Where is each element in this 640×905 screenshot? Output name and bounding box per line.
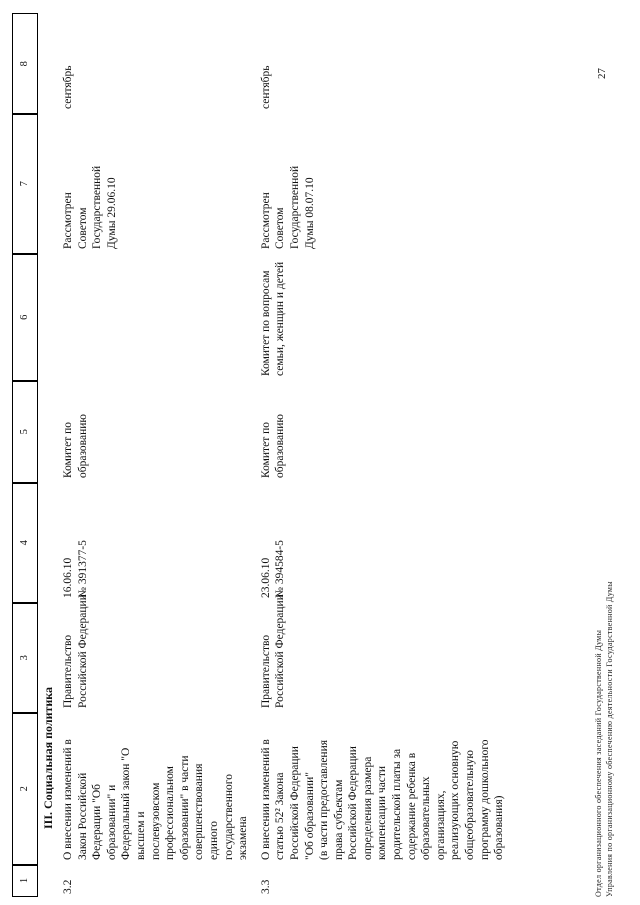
cell-co-committee: Комитет по вопросам семьи, женщин и дете… [259, 261, 287, 376]
cell-co-committee [59, 253, 257, 380]
cell-bill-title: О внесении изменений в статью 52² Закона… [259, 739, 506, 860]
column-number-header: 6 [12, 253, 38, 382]
column-number-header: 4 [12, 482, 38, 604]
page-number: 27 [596, 68, 608, 79]
cell-bill-number: 3.3 [259, 879, 272, 894]
column-number-header: 5 [12, 380, 38, 484]
document-footer: Отдел организационного обеспечения засед… [593, 581, 615, 897]
footer-department-line: Отдел организационного обеспечения засед… [594, 629, 603, 897]
cell-date-number: 23.06.10 № 394584-5 [259, 540, 287, 598]
cell-responsible-committee: Комитет по образованию [62, 414, 89, 478]
cell-initiator: Правительство Российской Федерации [62, 594, 89, 708]
cell-month: сентябрь [259, 65, 272, 109]
column-number-header: 2 [12, 712, 38, 866]
cell-date-number: 16.06.10 № 391377-5 [62, 540, 89, 598]
legislation-table: 1 2 3 4 5 6 7 8 III. Социальная политика… [12, 13, 513, 897]
footer-directorate-line: Управления по организационному обеспечен… [605, 581, 614, 897]
cell-responsible-committee: Комитет по образованию [259, 414, 287, 478]
section-title: III. Социальная политика [41, 686, 55, 829]
column-number-header: 8 [12, 13, 38, 115]
cell-council-review: Рассмотрен Советом Государственной Думы … [259, 165, 316, 249]
column-number-header: 7 [12, 113, 38, 255]
cell-bill-title: О внесении изменений в Закон Российской … [62, 739, 250, 860]
column-number-header: 1 [12, 864, 38, 897]
cell-bill-number: 3.2 [62, 879, 74, 894]
cell-initiator: Правительство Российской Федерации [259, 594, 287, 708]
column-number-header: 3 [12, 602, 38, 714]
cell-council-review: Рассмотрен Советом Государственной Думы … [62, 165, 118, 249]
cell-month: сентябрь [62, 65, 74, 109]
